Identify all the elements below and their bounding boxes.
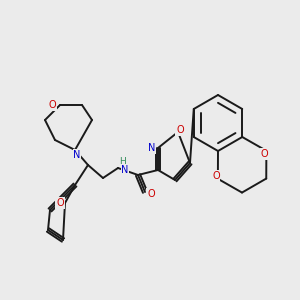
Text: H: H	[118, 158, 125, 166]
Text: O: O	[56, 198, 64, 208]
Text: O: O	[147, 189, 155, 199]
Text: N: N	[148, 143, 156, 153]
Text: O: O	[176, 125, 184, 135]
Text: O: O	[212, 171, 220, 181]
Text: O: O	[261, 149, 268, 159]
Text: O: O	[48, 100, 56, 110]
Text: N: N	[121, 165, 129, 175]
Text: N: N	[73, 150, 81, 160]
